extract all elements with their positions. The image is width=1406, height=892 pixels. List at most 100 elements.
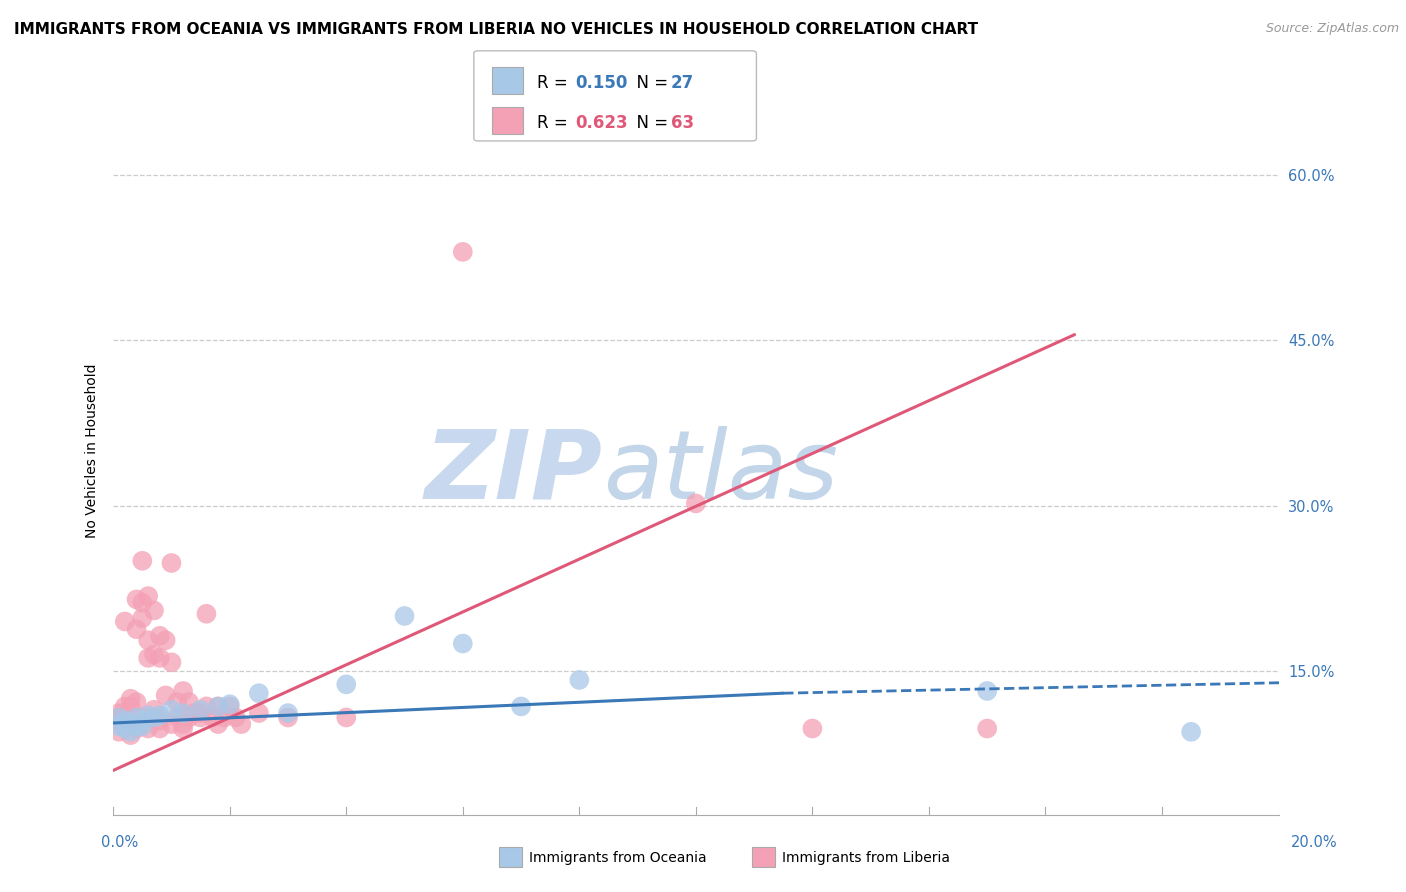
Text: N =: N = [626, 74, 673, 92]
Point [136, 589, 159, 603]
Point [114, 615, 136, 629]
Point [136, 633, 159, 648]
Point [108, 724, 131, 739]
Point [160, 556, 183, 570]
Point [149, 708, 172, 723]
Point [108, 710, 131, 724]
Point [136, 708, 159, 723]
Point [108, 706, 131, 720]
Point [143, 703, 166, 717]
Text: 27: 27 [671, 74, 695, 92]
Point [155, 689, 177, 703]
Point [184, 706, 207, 720]
Point [108, 714, 131, 728]
Point [160, 703, 183, 717]
Text: 0.623: 0.623 [575, 114, 627, 132]
Point [685, 496, 707, 510]
Point [225, 710, 247, 724]
Text: R =: R = [537, 74, 574, 92]
Text: IMMIGRANTS FROM OCEANIA VS IMMIGRANTS FROM LIBERIA NO VEHICLES IN HOUSEHOLD CORR: IMMIGRANTS FROM OCEANIA VS IMMIGRANTS FR… [14, 22, 979, 37]
Point [143, 710, 166, 724]
Point [143, 603, 166, 617]
Text: R =: R = [537, 114, 574, 132]
Text: 0.0%: 0.0% [101, 836, 138, 850]
Point [143, 710, 166, 724]
Point [131, 596, 153, 610]
Point [120, 691, 142, 706]
Point [155, 633, 177, 648]
Point [212, 710, 235, 724]
Point [120, 716, 142, 731]
Point [120, 699, 142, 714]
Point [451, 244, 474, 259]
Point [1180, 724, 1202, 739]
Point [114, 722, 136, 736]
Point [131, 554, 153, 568]
Point [195, 607, 218, 621]
Point [125, 695, 148, 709]
Point [172, 706, 194, 720]
Text: Source: ZipAtlas.com: Source: ZipAtlas.com [1265, 22, 1399, 36]
Point [166, 695, 188, 709]
Point [207, 717, 229, 731]
Point [801, 722, 824, 736]
Point [120, 728, 142, 742]
Point [160, 717, 183, 731]
Point [172, 684, 194, 698]
Point [131, 714, 153, 728]
Point [190, 706, 212, 720]
Point [177, 710, 200, 724]
Point [166, 710, 188, 724]
Text: 0.150: 0.150 [575, 74, 627, 92]
Point [568, 673, 591, 687]
Point [108, 710, 131, 724]
Point [172, 722, 194, 736]
Point [277, 710, 299, 724]
Point [120, 717, 142, 731]
Point [335, 677, 357, 691]
Point [394, 609, 416, 624]
Text: Immigrants from Oceania: Immigrants from Oceania [529, 851, 706, 865]
Point [125, 722, 148, 736]
Point [114, 710, 136, 724]
Point [131, 719, 153, 733]
Point [195, 699, 218, 714]
Text: N =: N = [626, 114, 673, 132]
Point [114, 719, 136, 733]
Point [451, 636, 474, 650]
Y-axis label: No Vehicles in Household: No Vehicles in Household [86, 363, 100, 538]
Point [277, 706, 299, 720]
Point [231, 717, 253, 731]
Point [125, 592, 148, 607]
Point [125, 710, 148, 724]
Point [160, 655, 183, 669]
Text: atlas: atlas [603, 425, 838, 519]
Point [218, 697, 240, 711]
Point [207, 699, 229, 714]
Point [149, 651, 172, 665]
Point [131, 710, 153, 724]
Point [218, 699, 240, 714]
Point [149, 629, 172, 643]
Point [335, 710, 357, 724]
Point [976, 684, 998, 698]
Point [131, 611, 153, 625]
Point [120, 724, 142, 739]
Point [136, 722, 159, 736]
Point [976, 722, 998, 736]
Point [190, 703, 212, 717]
Text: 63: 63 [671, 114, 693, 132]
Point [190, 710, 212, 724]
Point [136, 651, 159, 665]
Point [143, 648, 166, 662]
Point [125, 622, 148, 636]
Point [510, 699, 533, 714]
Point [207, 699, 229, 714]
Point [125, 719, 148, 733]
Point [114, 699, 136, 714]
Point [149, 714, 172, 728]
Text: Immigrants from Liberia: Immigrants from Liberia [782, 851, 949, 865]
Point [108, 719, 131, 733]
Text: 20.0%: 20.0% [1291, 836, 1339, 850]
Point [177, 695, 200, 709]
